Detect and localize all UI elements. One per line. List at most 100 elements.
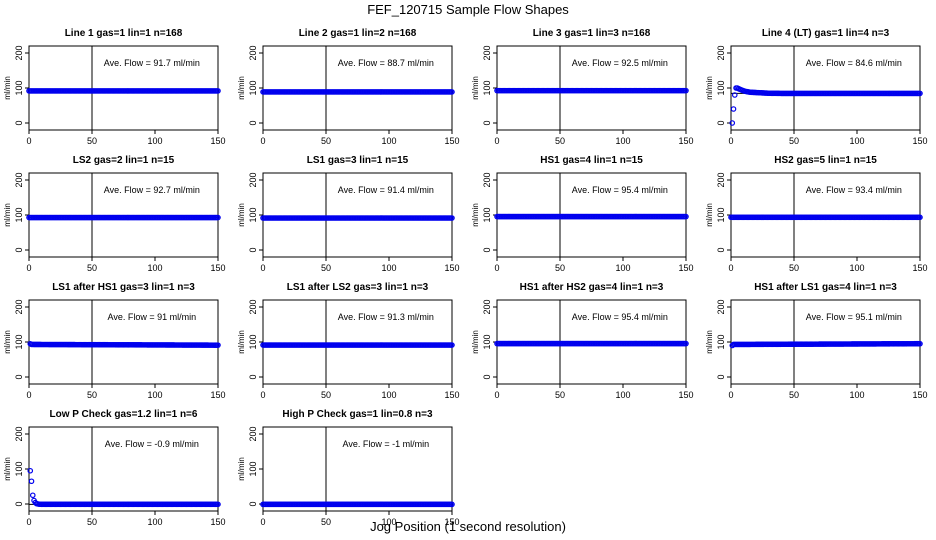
- y-tick-label: 200: [248, 172, 258, 187]
- y-axis-label: ml/min: [3, 76, 12, 100]
- y-axis-label: ml/min: [705, 330, 714, 354]
- x-tick-label: 0: [260, 517, 265, 527]
- data-point: [917, 90, 923, 97]
- data-point: [215, 342, 221, 348]
- chart-title: HS1 after HS2 gas=4 lin=1 n=3: [520, 282, 664, 293]
- chart-panel: LS1 after LS2 gas=3 lin=1 n=3 0 50 100 150 0 1…: [237, 282, 460, 400]
- x-tick-label: 0: [26, 390, 31, 400]
- ave-flow-annotation: Ave. Flow = 91.7 ml/min: [104, 58, 200, 68]
- y-tick-label: 200: [248, 45, 258, 60]
- x-tick-label: 100: [147, 390, 162, 400]
- chart-title: Line 3 gas=1 lin=3 n=168: [533, 28, 651, 39]
- x-tick-label: 0: [728, 390, 733, 400]
- y-tick-label: 200: [716, 299, 726, 314]
- chart-title: Line 4 (LT) gas=1 lin=4 n=3: [762, 28, 890, 39]
- data-series: [729, 85, 923, 126]
- y-tick-label: 100: [482, 80, 492, 95]
- x-tick-label: 0: [728, 136, 733, 146]
- y-tick-label: 0: [248, 120, 258, 125]
- x-tick-label: 100: [381, 390, 396, 400]
- data-point: [729, 120, 736, 126]
- data-point: [683, 340, 689, 347]
- x-tick-label: 150: [444, 136, 459, 146]
- y-tick-label: 200: [14, 299, 24, 314]
- ave-flow-annotation: Ave. Flow = 92.7 ml/min: [104, 185, 200, 195]
- chart-panel: LS1 gas=3 lin=1 n=15 0 50 100 150 0 100 200 ml/m…: [237, 155, 460, 273]
- y-tick-label: 200: [482, 299, 492, 314]
- y-tick-label: 0: [482, 374, 492, 379]
- data-point: [917, 340, 923, 347]
- chart-panel: HS1 gas=4 lin=1 n=15 0 50 100 150 0 100 200 ml/m…: [471, 155, 694, 273]
- x-tick-label: 150: [444, 263, 459, 273]
- x-tick-label: 100: [615, 263, 630, 273]
- data-series: [26, 214, 221, 221]
- y-tick-label: 200: [248, 299, 258, 314]
- ave-flow-annotation: Ave. Flow = 88.7 ml/min: [338, 58, 434, 68]
- y-tick-label: 0: [482, 120, 492, 125]
- x-tick-label: 50: [789, 136, 799, 146]
- chart-title: Line 1 gas=1 lin=1 n=168: [65, 28, 183, 39]
- x-tick-label: 150: [678, 390, 693, 400]
- chart-title: Low P Check gas=1.2 lin=1 n=6: [50, 409, 198, 420]
- chart-title: HS2 gas=5 lin=1 n=15: [774, 155, 877, 166]
- x-tick-label: 50: [789, 390, 799, 400]
- x-tick-label: 150: [678, 263, 693, 273]
- chart-title: HS1 gas=4 lin=1 n=15: [540, 155, 643, 166]
- chart-panel: Line 2 gas=1 lin=2 n=168 0 50 100 150 0 100 200…: [237, 28, 460, 146]
- y-tick-label: 200: [482, 45, 492, 60]
- data-point: [730, 106, 737, 112]
- x-tick-label: 100: [849, 263, 864, 273]
- x-tick-label: 100: [849, 136, 864, 146]
- y-tick-label: 200: [14, 426, 24, 441]
- x-tick-label: 150: [210, 517, 225, 527]
- y-tick-label: 100: [716, 334, 726, 349]
- ave-flow-annotation: Ave. Flow = 91 ml/min: [108, 312, 197, 322]
- y-tick-label: 100: [14, 80, 24, 95]
- chart-panel: Line 3 gas=1 lin=3 n=168 0 50 100 150 0 100 200…: [471, 28, 694, 146]
- ave-flow-annotation: Ave. Flow = 95.4 ml/min: [572, 312, 668, 322]
- chart-panel: LS2 gas=2 lin=1 n=15 0 50 100 150 0 100 200 ml/m…: [3, 155, 226, 273]
- data-series: [260, 501, 455, 508]
- x-tick-label: 50: [555, 390, 565, 400]
- ave-flow-annotation: Ave. Flow = 84.6 ml/min: [806, 58, 902, 68]
- x-tick-label: 150: [912, 136, 927, 146]
- x-tick-label: 150: [444, 390, 459, 400]
- y-axis-label: ml/min: [3, 457, 12, 481]
- y-tick-label: 0: [248, 247, 258, 252]
- data-series: [494, 340, 689, 347]
- x-tick-label: 100: [147, 136, 162, 146]
- y-tick-label: 200: [14, 45, 24, 60]
- chart-panel: HS1 after LS1 gas=4 lin=1 n=3 0 50 100 150 0 1…: [705, 282, 928, 400]
- y-tick-label: 200: [716, 172, 726, 187]
- ave-flow-annotation: Ave. Flow = -0.9 ml/min: [105, 439, 199, 449]
- y-axis-label: ml/min: [3, 203, 12, 227]
- y-tick-label: 100: [248, 461, 258, 476]
- x-tick-label: 0: [728, 263, 733, 273]
- x-tick-label: 100: [615, 390, 630, 400]
- y-tick-label: 0: [482, 247, 492, 252]
- chart-title: LS1 after HS1 gas=3 lin=1 n=3: [52, 282, 195, 293]
- ave-flow-annotation: Ave. Flow = 92.5 ml/min: [572, 58, 668, 68]
- y-tick-label: 100: [248, 207, 258, 222]
- x-tick-label: 0: [260, 136, 265, 146]
- y-axis-label: ml/min: [471, 330, 480, 354]
- ave-flow-annotation: Ave. Flow = 93.4 ml/min: [806, 185, 902, 195]
- chart-panel: HS2 gas=5 lin=1 n=15 0 50 100 150 0 100 200 ml/m…: [705, 155, 928, 273]
- x-tick-label: 50: [321, 263, 331, 273]
- y-tick-label: 200: [248, 426, 258, 441]
- data-point: [683, 87, 689, 94]
- data-series: [728, 214, 923, 221]
- y-tick-label: 0: [14, 247, 24, 252]
- data-point: [215, 501, 221, 508]
- data-series: [27, 467, 221, 508]
- x-tick-label: 100: [381, 263, 396, 273]
- data-series: [729, 340, 923, 349]
- y-axis-label: ml/min: [237, 330, 246, 354]
- y-axis-label: ml/min: [705, 203, 714, 227]
- y-axis-label: ml/min: [237, 203, 246, 227]
- x-tick-label: 0: [260, 263, 265, 273]
- y-tick-label: 100: [248, 80, 258, 95]
- data-point: [215, 88, 221, 94]
- x-tick-label: 100: [849, 390, 864, 400]
